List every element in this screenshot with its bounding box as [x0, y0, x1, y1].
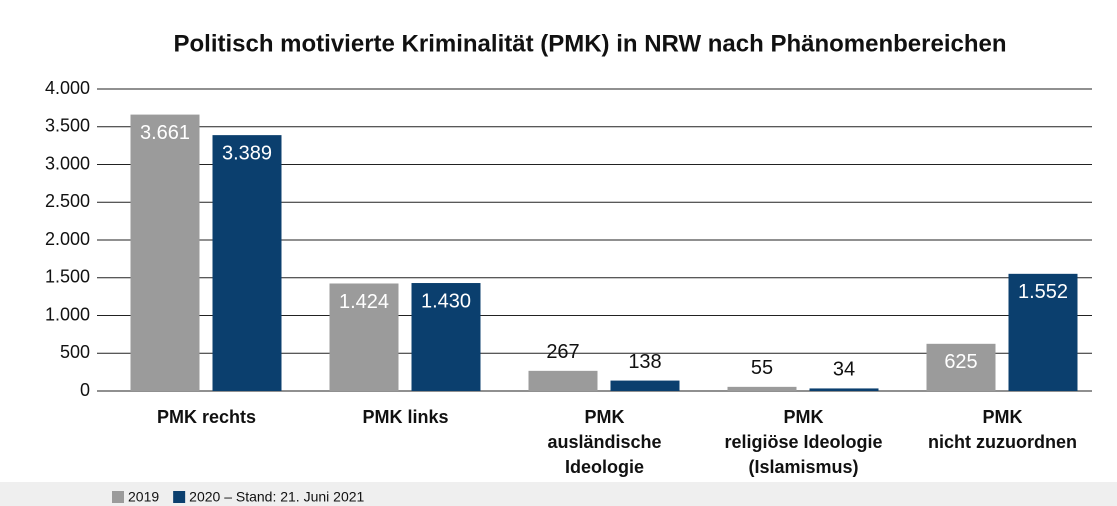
value-label: 55	[751, 357, 773, 379]
legend-label: 2020 – Stand: 21. Juni 2021	[189, 489, 364, 505]
bar	[610, 380, 680, 391]
legend-swatch	[173, 491, 186, 503]
x-tick-label: nicht zuzuordnen	[928, 432, 1077, 452]
legend-swatch	[112, 491, 124, 503]
bar	[1008, 273, 1078, 391]
value-label: 1.424	[339, 291, 389, 313]
value-label: 267	[546, 341, 579, 363]
value-label: 34	[833, 359, 855, 381]
value-label: 1.430	[421, 290, 471, 312]
y-tick-label: 500	[60, 342, 90, 362]
legend-label: 2019	[128, 489, 159, 505]
value-label: 3.661	[140, 122, 190, 144]
x-tick-label: PMK	[784, 407, 824, 427]
bar	[528, 370, 598, 391]
bar	[727, 386, 797, 391]
bar	[809, 388, 879, 391]
value-label: 138	[628, 351, 661, 373]
bar	[130, 114, 200, 392]
x-tick-label: PMK links	[362, 407, 448, 427]
x-tick-label: PMK	[585, 407, 625, 427]
y-tick-label: 1.000	[45, 304, 90, 324]
chart-title: Politisch motivierte Kriminalität (PMK) …	[173, 30, 1006, 57]
x-tick-label: PMK rechts	[157, 407, 256, 427]
value-label: 1.552	[1018, 281, 1068, 303]
y-tick-label: 4.000	[45, 78, 90, 98]
bar	[411, 283, 481, 391]
bar	[329, 283, 399, 391]
x-tick-label: ausländische	[547, 432, 661, 452]
y-tick-label: 0	[80, 380, 90, 400]
y-tick-label: 2.500	[45, 191, 90, 211]
x-tick-label: Ideologie	[565, 457, 644, 477]
x-tick-label: (Islamismus)	[748, 457, 858, 477]
y-tick-label: 2.000	[45, 229, 90, 249]
value-label: 3.389	[222, 142, 272, 164]
legend-strip	[0, 482, 1117, 506]
x-tick-label: PMK	[983, 407, 1023, 427]
y-tick-label: 1.500	[45, 267, 90, 287]
x-tick-label: religiöse Ideologie	[724, 432, 882, 452]
value-label: 625	[944, 351, 977, 373]
y-tick-label: 3.500	[45, 116, 90, 136]
bar	[926, 343, 996, 391]
bar	[212, 135, 282, 391]
y-tick-label: 3.000	[45, 153, 90, 173]
